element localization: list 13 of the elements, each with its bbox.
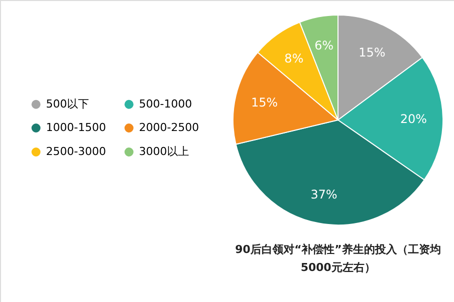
legend-label: 3000以上 <box>139 145 189 158</box>
legend-label: 2500-3000 <box>46 145 106 158</box>
data-label: 37% <box>310 187 338 202</box>
data-label: 15% <box>358 45 386 60</box>
legend-label: 500以下 <box>46 97 89 110</box>
legend-label: 1000-1500 <box>46 121 106 134</box>
data-label: 6% <box>314 38 334 53</box>
data-label: 8% <box>284 52 304 66</box>
data-label: 20% <box>400 112 427 126</box>
legend-label: 500-1000 <box>139 97 192 110</box>
text: 90后白领对“补偿性”养生的投入（工资均5000元左右） <box>235 243 441 274</box>
legend-label: 2000-2500 <box>139 121 199 134</box>
data-label: 15% <box>251 96 278 110</box>
